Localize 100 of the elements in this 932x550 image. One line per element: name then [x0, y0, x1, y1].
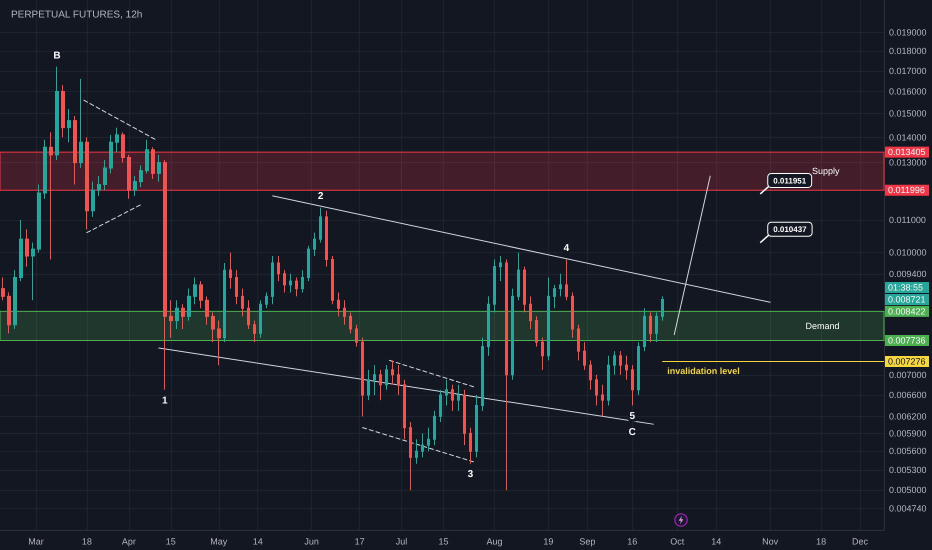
x-tick-label: Apr — [122, 536, 136, 546]
candlestick — [355, 324, 358, 348]
candlestick — [559, 273, 562, 297]
candlestick — [259, 300, 262, 338]
candlestick — [343, 300, 346, 326]
candlestick — [451, 384, 454, 412]
candlestick — [475, 394, 478, 458]
candlestick — [517, 252, 520, 301]
y-tick-label: 0.011000 — [889, 214, 926, 225]
candlestick — [103, 160, 107, 191]
candlestick — [151, 146, 155, 180]
candlestick — [319, 207, 322, 243]
candlestick — [73, 115, 77, 185]
candlestick — [271, 256, 274, 305]
candlestick — [481, 337, 484, 412]
candlestick — [409, 421, 412, 491]
candlestick — [1, 276, 5, 301]
candlestick — [607, 355, 610, 406]
candlestick — [631, 364, 634, 406]
y-tick-label: 0.010000 — [889, 248, 927, 258]
y-tick-label: 0.015000 — [889, 108, 927, 119]
candlestick — [139, 164, 143, 188]
x-tick-label: 15 — [438, 536, 449, 546]
annotation: C — [628, 426, 636, 438]
candlestick — [427, 427, 430, 452]
candlestick — [643, 308, 646, 352]
x-tick-label: May — [210, 536, 228, 546]
candlestick — [265, 292, 268, 309]
x-tick-label: 15 — [166, 536, 176, 546]
x-tick-label: 18 — [816, 536, 826, 546]
candlestick — [577, 324, 580, 361]
candlestick — [49, 132, 53, 260]
candlestick — [25, 228, 29, 268]
candlestick — [529, 296, 532, 330]
x-tick-label: Sep — [579, 536, 596, 546]
candlestick — [295, 276, 298, 297]
candlestick — [403, 379, 406, 440]
candlestick — [187, 288, 191, 322]
x-tick-label: 16 — [627, 536, 638, 546]
x-tick-label: Oct — [670, 536, 685, 546]
candlestick — [619, 350, 622, 376]
candlestick — [463, 389, 466, 446]
candlestick — [79, 78, 83, 168]
candlestick — [217, 320, 221, 366]
text: PERPETUAL FUTURES, 12h — [11, 10, 142, 20]
candlestick — [109, 134, 113, 174]
y-tick-label: 0.013405 — [888, 147, 926, 158]
candlestick — [589, 360, 592, 390]
candlestick — [505, 259, 508, 491]
annotation: 1 — [162, 395, 168, 406]
candlestick — [613, 350, 616, 376]
candlestick — [127, 154, 131, 200]
candlestick — [523, 266, 526, 313]
candlestick — [571, 292, 574, 338]
x-tick-label: 14 — [252, 536, 263, 546]
candlestick — [31, 242, 35, 301]
candlestick — [55, 66, 59, 161]
candlestick — [469, 427, 472, 464]
candlestick — [637, 342, 640, 396]
candlestick — [241, 288, 244, 317]
candlestick — [19, 219, 23, 282]
candlestick — [349, 312, 352, 334]
candlestick — [595, 374, 598, 406]
candlestick — [37, 184, 41, 254]
candlestick — [445, 379, 448, 406]
y-tick-label: 0.008422 — [888, 306, 926, 316]
candlestick — [649, 312, 652, 343]
candlestick — [415, 438, 418, 464]
text: 01:38:55 — [888, 282, 924, 292]
annotation: 0.011951 — [773, 176, 807, 186]
candlestick — [661, 296, 664, 322]
candlestick — [253, 320, 256, 343]
candlestick — [487, 296, 490, 356]
candlestick — [157, 154, 161, 182]
candlestick — [199, 280, 203, 309]
candlestick — [583, 342, 586, 370]
candlestick — [361, 337, 364, 417]
candlestick — [337, 292, 340, 317]
candlestick — [439, 389, 442, 422]
candlestick — [277, 256, 280, 282]
band-label: Supply — [812, 166, 840, 176]
candlestick — [43, 139, 47, 200]
candlestick — [229, 252, 232, 290]
y-tick-label: 0.011996 — [888, 185, 925, 196]
y-tick-label: 0.014000 — [889, 132, 927, 142]
y-tick-label: 0.007000 — [889, 370, 927, 380]
candlestick — [553, 284, 556, 309]
y-tick-label: 0.006200 — [889, 411, 927, 422]
candlestick — [421, 432, 424, 458]
x-tick-label: Dec — [852, 536, 869, 546]
annotation: B — [53, 50, 61, 62]
candlestick — [97, 176, 101, 196]
y-tick-label: 0.005300 — [889, 465, 927, 476]
x-tick-label: 19 — [543, 536, 554, 546]
x-tick-label: Mar — [28, 536, 44, 546]
candlestick — [169, 300, 173, 338]
candlestick — [181, 304, 185, 330]
candlestick — [13, 270, 17, 330]
y-tick-label: 0.019000 — [889, 28, 927, 38]
candlestick — [391, 360, 394, 386]
